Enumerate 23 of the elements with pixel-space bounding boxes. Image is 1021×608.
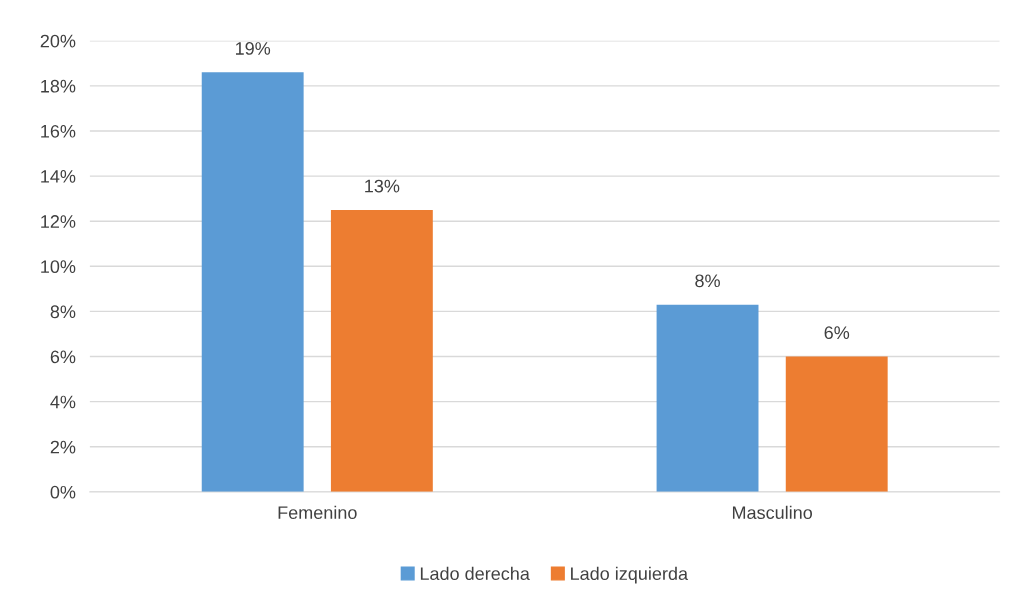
y-tick-label: 20% bbox=[40, 34, 76, 48]
data-label: 13% bbox=[365, 179, 400, 193]
bar bbox=[201, 72, 304, 492]
y-tick-label: 10% bbox=[41, 260, 76, 274]
data-label: 19% bbox=[235, 42, 271, 55]
data-label: 8% bbox=[695, 274, 720, 288]
y-tick-label: 12% bbox=[41, 215, 76, 228]
y-tick-label: 14% bbox=[41, 170, 76, 183]
x-tick-label: Masculino bbox=[732, 505, 813, 520]
y-tick-label: 18% bbox=[41, 79, 76, 93]
x-tick-label: Femenino bbox=[278, 505, 357, 520]
y-tick-label: 6% bbox=[50, 350, 76, 364]
y-tick-label: 0% bbox=[50, 485, 76, 499]
y-tick-label: 2% bbox=[50, 440, 76, 454]
y-tick-label: 16% bbox=[41, 124, 76, 138]
y-tick-label: 4% bbox=[50, 395, 76, 409]
legend-label: Lado izquierda bbox=[571, 566, 689, 584]
bar bbox=[330, 209, 433, 492]
y-tick-label: 8% bbox=[50, 305, 76, 319]
legend-label: Lado derecha bbox=[420, 566, 530, 581]
bar bbox=[785, 356, 888, 492]
data-label: 6% bbox=[824, 326, 850, 340]
bar bbox=[656, 304, 759, 492]
